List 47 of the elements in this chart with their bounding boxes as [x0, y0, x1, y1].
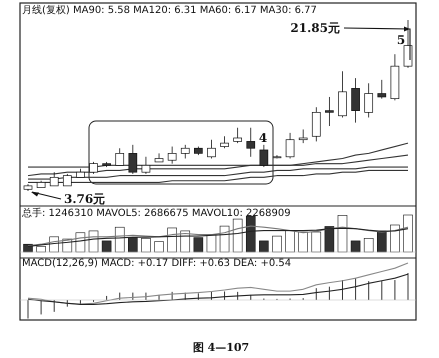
bar	[141, 238, 151, 252]
candlestick	[351, 78, 360, 123]
candlestick	[50, 172, 59, 186]
bar	[220, 226, 230, 252]
candlestick	[89, 162, 98, 174]
candlestick	[220, 136, 229, 149]
candlestick	[246, 127, 256, 158]
candlestick	[377, 79, 386, 100]
bar	[311, 232, 322, 252]
chart-title: MACD(12,26,9) MACD: +0.17 DIFF: +0.63 DEA: +0.54	[22, 258, 292, 269]
candlestick	[168, 146, 176, 164]
bar	[364, 238, 374, 252]
bar	[298, 232, 308, 252]
bar	[88, 230, 98, 252]
candlestick	[364, 82, 374, 118]
bar	[272, 236, 282, 252]
bar	[403, 214, 413, 252]
bar	[338, 215, 348, 252]
candlestick	[62, 174, 72, 186]
candlestick	[404, 20, 412, 68]
candlestick	[207, 139, 216, 159]
bar	[285, 230, 295, 252]
chart-title: 月线(复权) MA90: 5.58 MA120: 6.31 MA60: 6.17 MA30: 6.77	[22, 4, 317, 16]
bar	[154, 241, 164, 252]
bar	[206, 234, 216, 252]
bar	[350, 240, 360, 252]
bar	[246, 216, 256, 252]
annotation: 4	[258, 131, 268, 145]
candlestick	[338, 70, 347, 118]
bar	[194, 237, 204, 252]
bar	[232, 218, 242, 252]
caption: 图 4—107	[192, 341, 250, 354]
candlestick	[142, 156, 150, 174]
bar	[102, 240, 112, 252]
bar	[259, 240, 269, 252]
candlestick	[180, 144, 190, 159]
candlestick	[115, 148, 124, 166]
text: 3.76元	[64, 192, 106, 206]
annotation: 21.85元	[290, 21, 340, 35]
bar	[324, 226, 334, 252]
chart-title: 总手: 1246310 MAVOL5: 2686675 MAVOL10: 2268909	[21, 207, 291, 219]
candlestick	[233, 127, 242, 144]
candlestick	[286, 132, 294, 159]
candlestick	[312, 106, 321, 142]
annotation: 5	[396, 33, 406, 47]
bar	[390, 224, 400, 252]
candlestick	[298, 129, 308, 144]
